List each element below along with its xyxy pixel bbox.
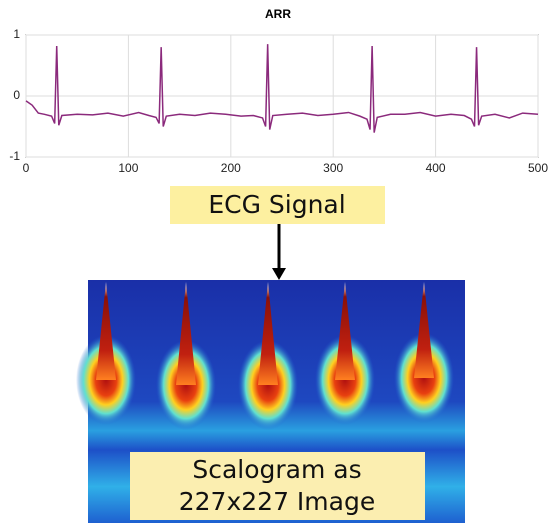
x-tick-label: 200 [221,161,241,175]
chart-title: ARR [265,7,291,21]
signal-label: ECG Signal [208,190,345,219]
x-tick-label: 300 [323,161,343,175]
y-tick-label: 1 [13,27,20,41]
ecg-line [25,44,539,133]
x-tick-label: 0 [23,161,30,175]
x-tick-label: 400 [426,161,446,175]
y-tick-label: -1 [9,149,20,163]
scalogram-label-box [130,452,425,520]
scalogram-label: Scalogram as [192,455,361,484]
arrow-head [272,268,286,280]
ecg-chart: 0 100 200 300 400 500-101 [9,27,548,175]
scalogram-label: 227x227 Image [179,487,375,516]
x-tick-label: 100 [118,161,138,175]
signal-label-box [170,186,385,224]
x-tick-label: 500 [528,161,548,175]
y-tick-label: 0 [13,88,20,102]
